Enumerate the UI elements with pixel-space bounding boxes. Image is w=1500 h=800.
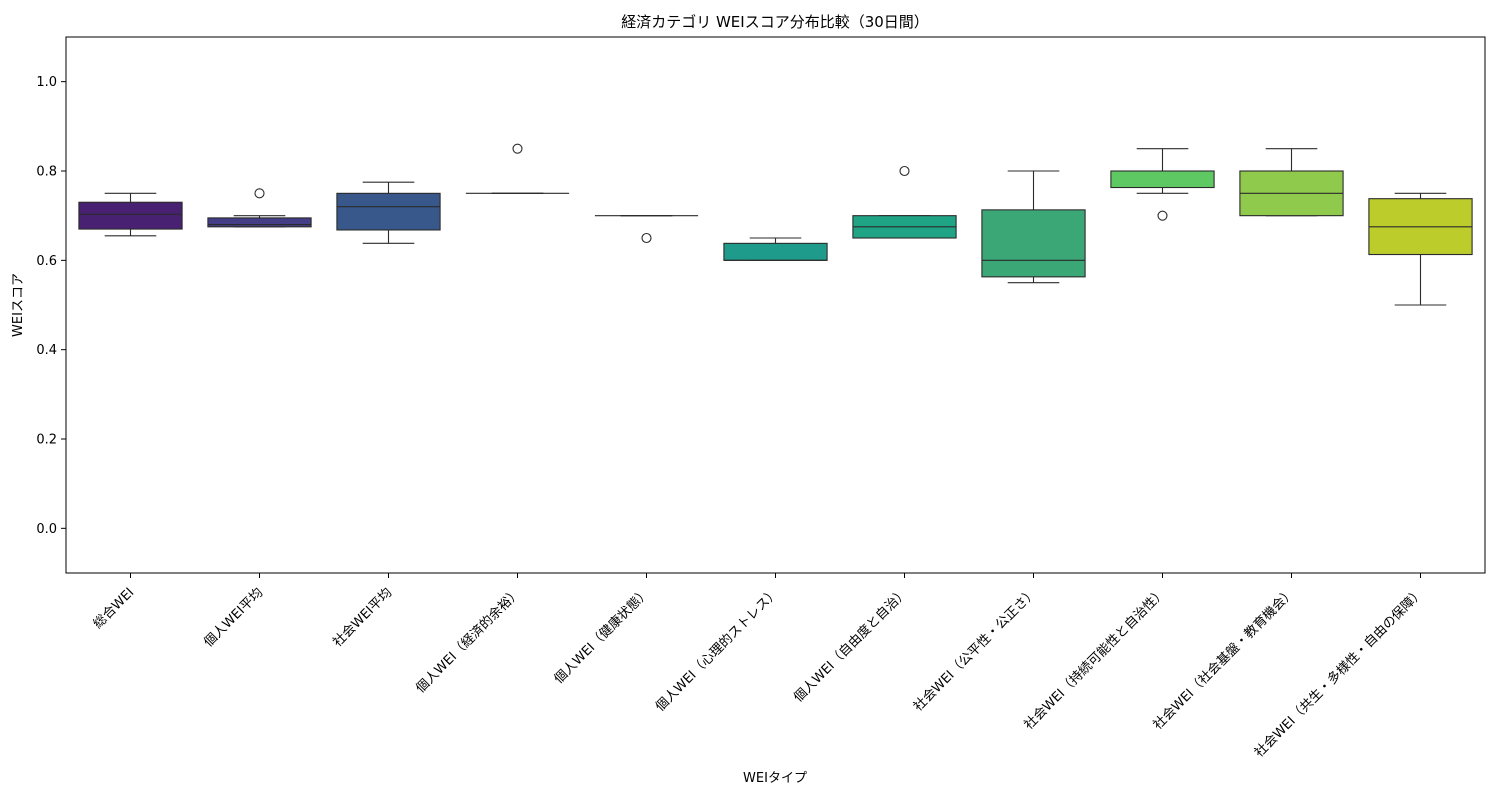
box-iqr — [981, 209, 1086, 278]
box-iqr — [336, 192, 441, 231]
x-tick-label: 個人WEI（健康状態） — [551, 585, 653, 687]
box-group — [852, 165, 957, 239]
x-tick-label: 社会WEI（持続可能性と自治性） — [1021, 585, 1169, 733]
box-iqr — [207, 217, 312, 228]
y-tick-label: 0.6 — [36, 254, 57, 269]
box-iqr — [723, 242, 828, 261]
x-axis: 総合WEI 個人WEI平均 社会WEI平均 個人WEI（経済的余裕） 個人WEI（健康状… — [91, 573, 1427, 761]
box-iqr — [78, 201, 183, 230]
box-group — [336, 181, 441, 244]
y-tick-label: 0.0 — [36, 522, 57, 537]
y-tick-label: 0.8 — [36, 165, 57, 180]
plot-area-frame — [65, 36, 1486, 574]
y-tick-label: 1.0 — [36, 75, 57, 90]
y-axis-title: WEIスコア — [11, 273, 26, 337]
y-tick-label: 0.4 — [36, 343, 57, 358]
box-group — [723, 237, 828, 261]
chart-title: 経済カテゴリ WEIスコア分布比較（30日間） — [621, 13, 929, 31]
x-tick-label: 個人WEI（経済的余裕） — [413, 585, 525, 697]
outlier-point — [899, 165, 910, 177]
outlier-point — [1157, 210, 1168, 221]
x-tick-label: 社会WEI平均 — [330, 585, 396, 651]
outlier-point — [254, 188, 265, 199]
x-tick-label: 個人WEI平均 — [201, 585, 266, 650]
box-iqr — [1110, 170, 1215, 189]
x-tick-label: 社会WEI（公平性・公正さ） — [910, 585, 1040, 715]
boxes-layer — [78, 143, 1473, 306]
box-group — [1239, 148, 1344, 217]
x-tick-label: 個人WEI（心理的ストレス） — [652, 585, 782, 715]
y-axis: 0.0 0.2 0.4 0.6 0.8 1.0 — [36, 75, 66, 537]
y-tick-label: 0.2 — [36, 433, 57, 448]
box-group — [207, 188, 312, 228]
outlier-point — [512, 143, 523, 154]
box-group — [594, 215, 699, 244]
box-group — [1368, 192, 1473, 306]
box-group — [1110, 148, 1215, 221]
box-group — [78, 192, 183, 237]
x-tick-label: 個人WEI（自由度と自治） — [790, 585, 911, 706]
x-axis-title: WEIタイプ — [743, 771, 807, 786]
outlier-point — [641, 232, 652, 244]
box-group — [981, 170, 1086, 284]
x-tick-label: 総合WEI — [91, 585, 138, 632]
x-tick-label: 社会WEI（社会基盤・教育機会） — [1150, 585, 1298, 733]
box-group — [465, 143, 570, 194]
